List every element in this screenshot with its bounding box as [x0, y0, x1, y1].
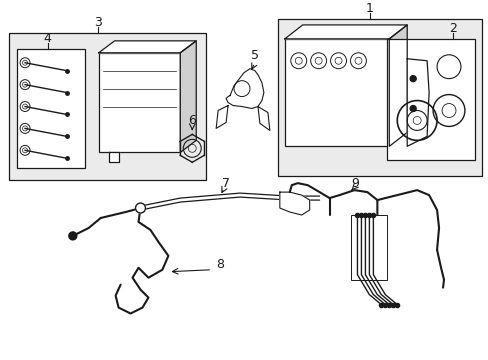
- Text: 9: 9: [351, 177, 359, 190]
- Circle shape: [409, 105, 415, 112]
- Text: 5: 5: [250, 49, 259, 62]
- Bar: [351, 215, 386, 280]
- Polygon shape: [257, 107, 269, 130]
- Polygon shape: [407, 59, 428, 146]
- Polygon shape: [284, 25, 407, 39]
- Text: 3: 3: [94, 17, 102, 30]
- Text: 6: 6: [188, 114, 196, 127]
- Text: 7: 7: [222, 177, 230, 190]
- Text: 1: 1: [365, 3, 373, 15]
- Circle shape: [69, 232, 77, 240]
- Bar: [9, 33, 206, 180]
- Text: 4: 4: [43, 32, 51, 45]
- Text: 2: 2: [448, 22, 456, 35]
- Polygon shape: [279, 192, 309, 215]
- Bar: [284, 39, 388, 146]
- Bar: [99, 53, 180, 152]
- Bar: [277, 19, 481, 176]
- Polygon shape: [99, 41, 196, 53]
- Text: 8: 8: [216, 258, 224, 271]
- Bar: [17, 49, 84, 168]
- Bar: [386, 39, 474, 160]
- Polygon shape: [180, 41, 196, 152]
- Polygon shape: [225, 69, 264, 108]
- Circle shape: [135, 203, 145, 213]
- Polygon shape: [388, 25, 407, 146]
- Polygon shape: [216, 105, 227, 129]
- Polygon shape: [108, 152, 119, 162]
- Circle shape: [239, 86, 244, 91]
- Circle shape: [409, 76, 415, 82]
